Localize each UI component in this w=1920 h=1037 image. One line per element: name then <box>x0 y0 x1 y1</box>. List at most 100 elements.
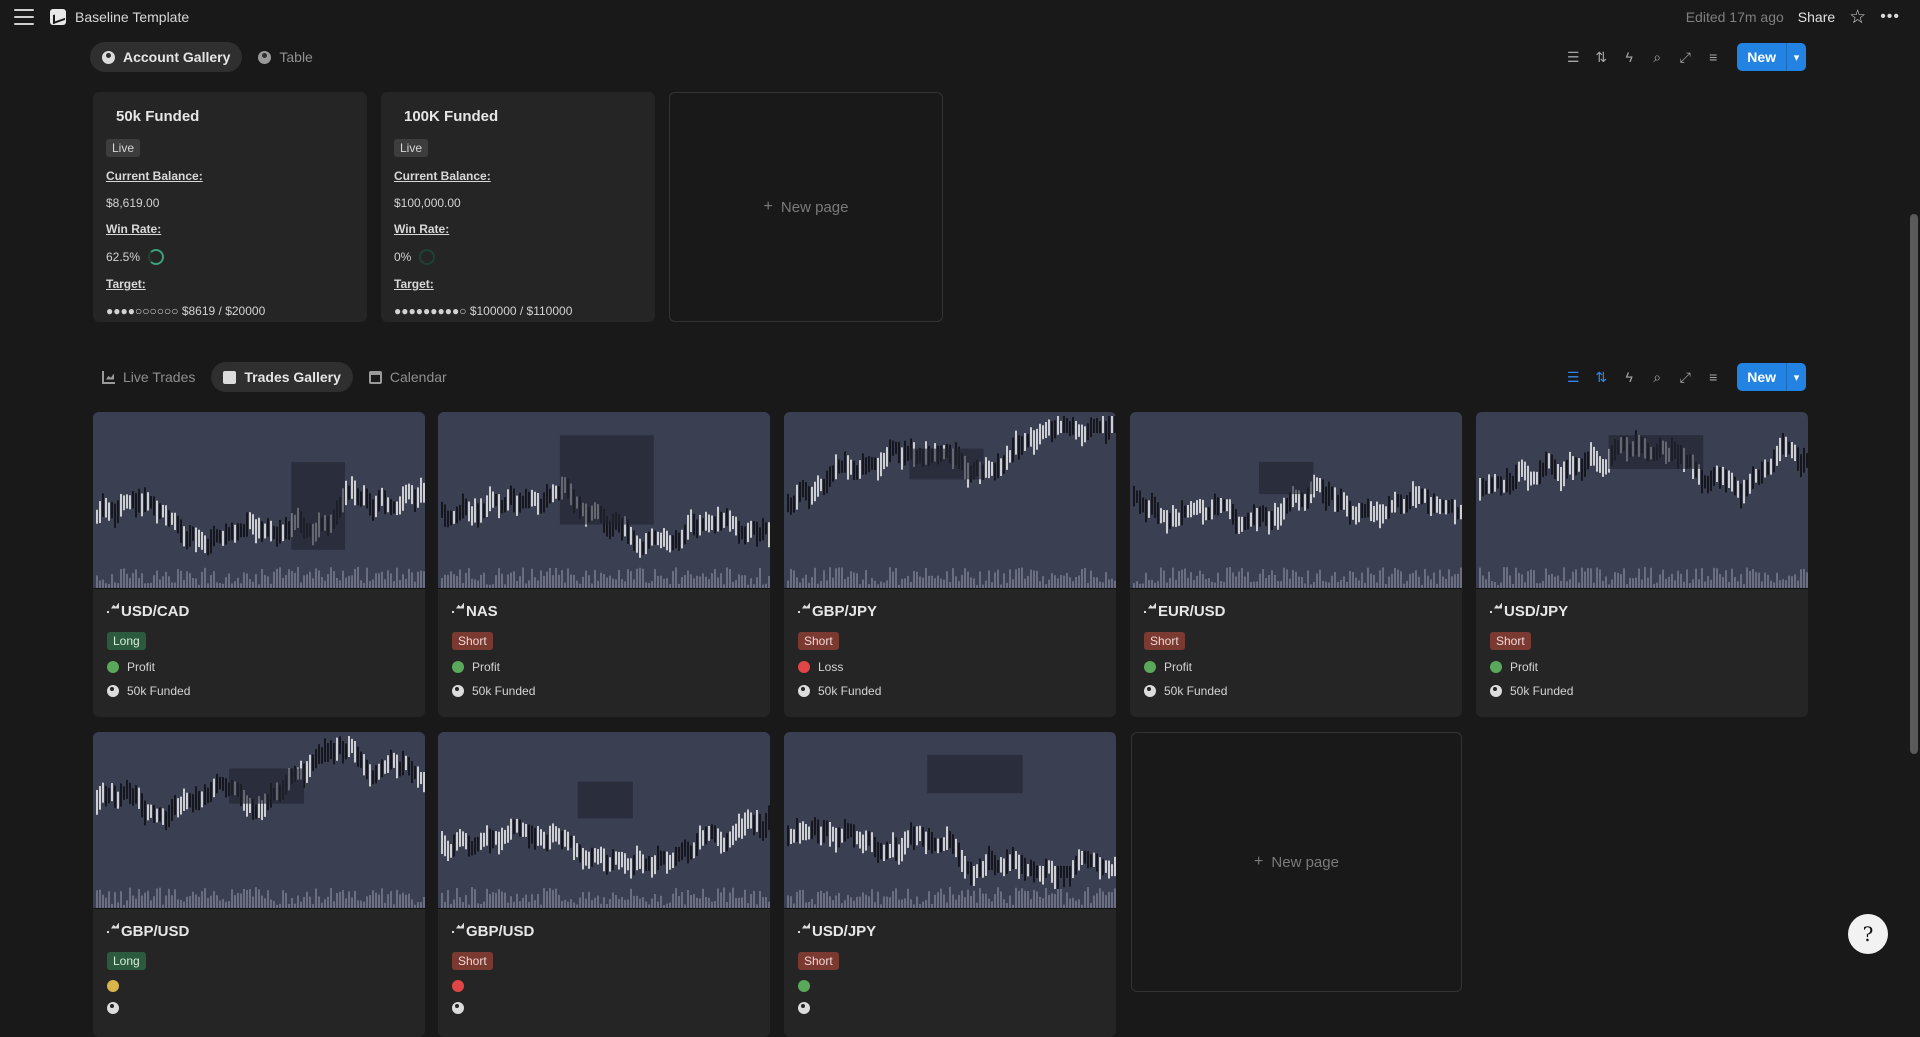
chart-icon <box>107 610 109 613</box>
scrollbar[interactable] <box>1910 214 1918 754</box>
new-button[interactable]: New <box>1737 363 1786 391</box>
user-circle-icon <box>102 50 115 64</box>
result-status-dot-icon <box>107 661 119 673</box>
result-status-dot-icon <box>798 661 810 673</box>
page-chart-icon <box>50 9 66 25</box>
tab-trades-gallery[interactable]: Trades Gallery <box>211 362 353 392</box>
trade-pair: GBP/JPY <box>812 603 878 620</box>
trade-pair: USD/CAD <box>121 603 190 620</box>
edited-timestamp: Edited 17m ago <box>1685 9 1784 25</box>
target-progress-dots: ●●●●●●●●●○ <box>394 304 467 318</box>
search-icon[interactable]: ⌕ <box>1653 368 1662 385</box>
chart-screenshot-thumbnail <box>438 412 770 589</box>
target-text: $100000 / $110000 <box>469 304 573 318</box>
settings-sliders-icon[interactable]: ≡ <box>1709 49 1718 65</box>
new-button-group: New ▾ <box>1737 363 1806 391</box>
direction-badge: Short <box>1144 632 1185 650</box>
chart-screenshot-thumbnail <box>784 732 1116 909</box>
chart-screenshot-thumbnail <box>93 412 425 589</box>
chart-icon <box>1490 610 1492 613</box>
user-circle-icon <box>452 1002 464 1014</box>
settings-sliders-icon[interactable]: ≡ <box>1709 369 1718 385</box>
chart-icon <box>452 930 454 933</box>
help-button[interactable]: ? <box>1848 914 1888 954</box>
user-circle-icon <box>1144 685 1156 697</box>
winrate-label: Win Rate: <box>106 222 162 236</box>
filter-icon[interactable]: ☰ <box>1566 48 1580 65</box>
trade-result: Profit <box>1164 660 1193 674</box>
tab-label: Trades Gallery <box>244 369 341 385</box>
tab-label: Table <box>279 49 313 65</box>
trade-account: 50k Funded <box>472 684 536 698</box>
trade-card[interactable]: EUR/USD Short Profit 50k Funded <box>1130 412 1462 717</box>
calendar-icon <box>368 370 382 384</box>
tab-label: Account Gallery <box>123 49 231 65</box>
menu-icon[interactable] <box>14 9 34 25</box>
chart-screenshot-thumbnail <box>1476 412 1808 589</box>
trade-pair: GBP/USD <box>466 923 535 940</box>
trade-card[interactable]: NAS Short Profit 50k Funded <box>438 412 770 717</box>
chart-screenshot-thumbnail <box>93 732 425 909</box>
filter-icon[interactable]: ☰ <box>1566 368 1580 385</box>
direction-badge: Long <box>107 952 146 970</box>
user-circle-icon <box>107 1002 119 1014</box>
tab-calendar[interactable]: Calendar <box>357 362 459 392</box>
trade-card[interactable]: USD/CAD Long Profit 50k Funded <box>93 412 425 717</box>
more-options-icon[interactable]: ••• <box>1880 8 1900 25</box>
winrate-value: 62.5% <box>106 250 141 264</box>
automation-bolt-icon[interactable]: ϟ <box>1625 369 1633 385</box>
new-page-card[interactable]: + New page <box>669 92 943 322</box>
result-status-dot-icon <box>1490 661 1502 673</box>
winrate-value: 0% <box>394 250 412 264</box>
trade-card[interactable]: USD/JPY Short Profit 50k Funded <box>1476 412 1808 717</box>
sort-icon[interactable]: ⇅ <box>1595 368 1608 385</box>
result-status-dot-icon <box>107 980 119 992</box>
tab-live-trades[interactable]: Live Trades <box>90 362 207 392</box>
plus-icon: + <box>763 198 773 215</box>
trade-result: Profit <box>1510 660 1539 674</box>
trade-account: 50k Funded <box>127 684 191 698</box>
trade-account: 50k Funded <box>1164 684 1228 698</box>
tab-label: Calendar <box>389 369 447 385</box>
new-page-card[interactable]: + New page <box>1131 732 1462 992</box>
account-card[interactable]: 100K Funded Live Current Balance: $100,0… <box>381 92 655 322</box>
expand-icon[interactable]: ⤢ <box>1679 48 1691 65</box>
trade-account: 50k Funded <box>1510 684 1574 698</box>
new-page-label: New page <box>1271 853 1339 871</box>
user-circle-icon <box>452 685 464 697</box>
chevron-down-icon[interactable]: ▾ <box>1786 43 1806 71</box>
chart-icon <box>798 610 800 613</box>
tab-account-gallery[interactable]: Account Gallery <box>90 42 243 72</box>
trade-card[interactable]: GBP/JPY Short Loss 50k Funded <box>784 412 1116 717</box>
chart-screenshot-thumbnail <box>784 412 1116 589</box>
user-circle-icon <box>107 685 119 697</box>
result-status-dot-icon <box>452 980 464 992</box>
result-status-dot-icon <box>1144 661 1156 673</box>
trades-view-bar: Live Trades Trades Gallery Calendar ☰ ⇅ … <box>90 360 1806 394</box>
plus-icon: + <box>1254 853 1264 870</box>
tab-table[interactable]: Table <box>246 42 324 72</box>
trade-card[interactable]: USD/JPY Short <box>784 732 1116 1037</box>
trade-pair: USD/JPY <box>812 923 877 940</box>
balance-value: $100,000.00 <box>394 196 461 210</box>
trade-card[interactable]: GBP/USD Short <box>438 732 770 1037</box>
new-button[interactable]: New <box>1737 43 1786 71</box>
account-card[interactable]: 50k Funded Live Current Balance: $8,619.… <box>93 92 367 322</box>
page-title[interactable]: Baseline Template <box>75 9 190 25</box>
chart-icon <box>452 610 454 613</box>
search-icon[interactable]: ⌕ <box>1653 48 1662 65</box>
sort-icon[interactable]: ⇅ <box>1595 48 1608 65</box>
favorite-star-icon[interactable]: ☆ <box>1849 6 1867 28</box>
automation-bolt-icon[interactable]: ϟ <box>1625 49 1633 65</box>
chevron-down-icon[interactable]: ▾ <box>1786 363 1806 391</box>
account-name: 100K Funded <box>404 108 499 125</box>
trade-card[interactable]: GBP/USD Long <box>93 732 425 1037</box>
tab-label: Live Trades <box>123 369 196 385</box>
direction-badge: Short <box>1490 632 1531 650</box>
trade-result: Profit <box>472 660 501 674</box>
user-circle-icon <box>798 1002 810 1014</box>
share-button[interactable]: Share <box>1797 9 1836 25</box>
winrate-ring-icon <box>419 249 436 265</box>
chart-screenshot-thumbnail <box>1130 412 1462 589</box>
expand-icon[interactable]: ⤢ <box>1679 368 1691 385</box>
